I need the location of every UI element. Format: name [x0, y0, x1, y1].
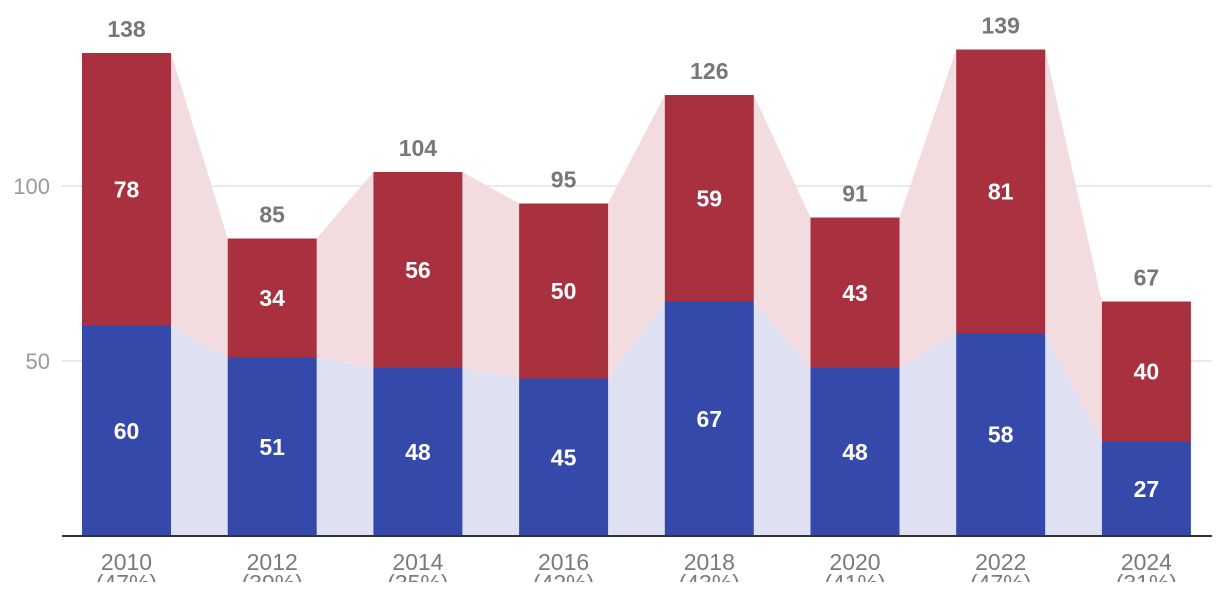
- x-category-sublabel: (39%): [242, 570, 303, 592]
- series-1-connector-band: [1045, 333, 1102, 536]
- bar-segment-series-1: [956, 333, 1046, 536]
- bar-segment-series-1: [810, 368, 900, 536]
- series-1-connector-band: [753, 301, 811, 536]
- total-value-label: 138: [107, 16, 146, 42]
- segment-value-label: 43: [842, 280, 868, 306]
- bar-segment-series-1: [227, 357, 317, 536]
- segment-value-label: 27: [1134, 476, 1160, 502]
- x-category-label: 2010: [101, 549, 152, 575]
- series-2-connector-band: [753, 95, 811, 368]
- segment-value-label: 67: [697, 406, 723, 432]
- bar-segment-series-2: [373, 172, 463, 368]
- series-2-connector-band: [462, 172, 520, 379]
- bar-segment-series-1: [82, 326, 171, 536]
- series-2-connector-band: [316, 172, 374, 368]
- x-category-label: 2014: [392, 549, 443, 575]
- segment-value-label: 45: [551, 444, 577, 470]
- bar-segment-series-2: [227, 238, 317, 358]
- segment-value-label: 78: [114, 177, 140, 203]
- total-value-label: 67: [1134, 265, 1160, 291]
- x-category-label: 2022: [975, 549, 1026, 575]
- x-category-sublabel: (31%): [1116, 570, 1177, 592]
- x-category-sublabel: (42%): [533, 570, 594, 592]
- segment-value-label: 40: [1134, 359, 1160, 385]
- segment-value-label: 50: [551, 278, 577, 304]
- bar-segment-series-1: [664, 301, 754, 536]
- series-1-connector-band: [899, 333, 957, 536]
- bar-segment-series-2: [82, 53, 171, 326]
- bar-segment-series-2: [956, 49, 1046, 333]
- segment-value-label: 60: [114, 418, 140, 444]
- bar-segment-series-2: [1101, 301, 1191, 442]
- segment-value-label: 58: [988, 422, 1014, 448]
- x-category-sublabel: (47%): [970, 570, 1031, 592]
- total-value-label: 85: [259, 202, 285, 228]
- bar-segment-series-2: [664, 95, 754, 302]
- total-value-label: 91: [842, 181, 868, 207]
- series-2-connector-band: [1045, 49, 1102, 442]
- x-category-label: 2024: [1121, 549, 1172, 575]
- series-2-connector-band: [899, 49, 957, 368]
- series-2-connector-band: [171, 53, 228, 358]
- series-1-connector-band: [608, 301, 665, 536]
- series-1-connector-band: [316, 357, 374, 536]
- series-1-connector-band: [171, 326, 228, 536]
- total-value-label: 126: [690, 58, 728, 84]
- x-category-sublabel: (41%): [824, 570, 885, 592]
- bar-segment-series-2: [519, 203, 609, 379]
- total-value-label: 95: [551, 167, 577, 193]
- x-category-label: 2020: [829, 549, 880, 575]
- bars: [82, 49, 1191, 536]
- x-category-label: 2018: [684, 549, 735, 575]
- x-category-sublabel: (47%): [96, 570, 157, 592]
- series-2-connector-band: [608, 95, 665, 379]
- connector-bands: [171, 49, 1102, 536]
- bar-segment-series-1: [1101, 441, 1191, 536]
- total-value-label: 139: [982, 13, 1020, 39]
- bar-segment-series-1: [373, 368, 463, 536]
- segment-value-label: 34: [259, 285, 285, 311]
- x-category-sublabel: (35%): [387, 570, 448, 592]
- segment-value-label: 51: [259, 434, 285, 460]
- bar-segment-series-1: [519, 378, 609, 536]
- segment-value-label: 56: [405, 257, 431, 283]
- segment-value-label: 59: [697, 185, 723, 211]
- series-1-connector-band: [462, 368, 520, 536]
- x-category-sublabel: (43%): [679, 570, 740, 592]
- y-tick-label: 50: [26, 349, 50, 374]
- y-tick-label: 100: [13, 174, 50, 199]
- x-category-label: 2016: [538, 549, 589, 575]
- labels: 60781382010(47%)5134852012(39%)485610420…: [96, 13, 1177, 592]
- segment-value-label: 48: [842, 439, 868, 465]
- segment-value-label: 81: [988, 178, 1014, 204]
- x-category-label: 2012: [247, 549, 298, 575]
- segment-value-label: 48: [405, 439, 431, 465]
- total-value-label: 104: [399, 135, 438, 161]
- bar-segment-series-2: [810, 217, 900, 368]
